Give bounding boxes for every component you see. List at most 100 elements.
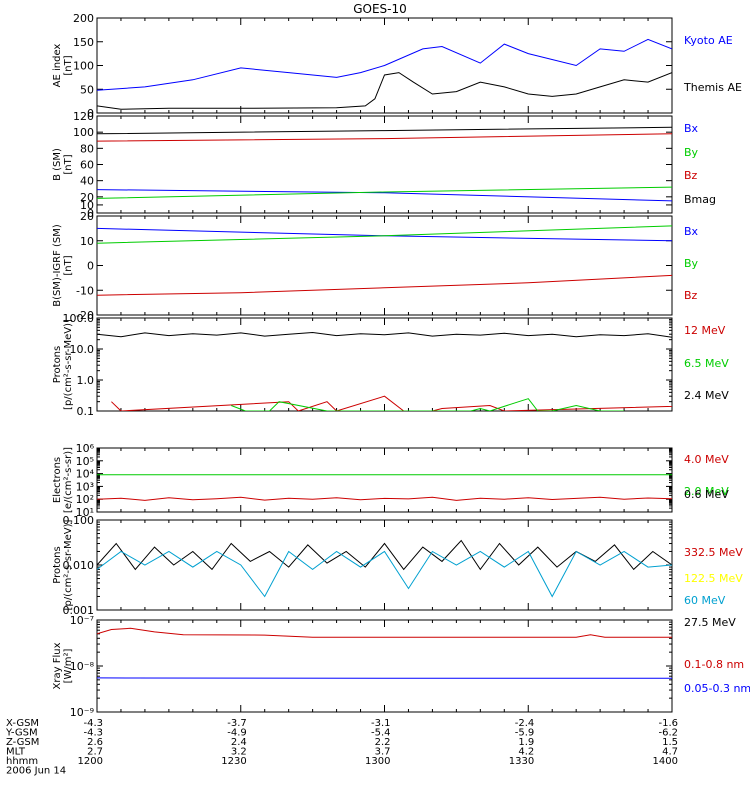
legend-label: 2.4 MeV: [684, 389, 729, 402]
x-axis-value: 1230: [221, 756, 246, 767]
y-axis-label-line: AE index: [52, 44, 63, 88]
x-axis-value: -4.3: [83, 718, 103, 729]
y-tick-label: 10: [80, 235, 94, 248]
series-line-27-5-mev: [97, 539, 672, 571]
x-axis-value: 1400: [653, 756, 678, 767]
legend-label: 0.05-0.3 nm: [684, 682, 750, 695]
panel-frame: [96, 619, 673, 713]
y-axis-label-line: [nT]: [63, 154, 74, 174]
legend-label: 332.5 MeV: [684, 546, 743, 559]
y-axis-label-line: [W/m²]: [63, 648, 74, 683]
legend-label: Bz: [684, 169, 698, 182]
series-group: [97, 448, 672, 501]
y-axis-label: Electrons[e/(cm²-s-sr)]: [52, 447, 74, 513]
y-tick-label: 10⁵: [76, 455, 94, 468]
x-axis-value: -5.4: [371, 728, 391, 739]
legend-label: 12 MeV: [684, 324, 726, 337]
x-axis-value: -1.6: [658, 718, 678, 729]
panel-frame: [96, 317, 673, 412]
series-line-60-mev: [97, 550, 672, 598]
y-axis-label-line: [e/(cm²-s-sr)]: [63, 447, 74, 513]
x-axis-value: 4.7: [662, 747, 678, 758]
y-tick-label: 1.0: [77, 374, 95, 387]
y-axis-label-line: B (SM): [52, 148, 63, 181]
y-tick-label: 100: [73, 126, 94, 139]
y-tick-label: 50: [80, 83, 94, 96]
y-tick-label: 80: [80, 142, 94, 155]
y-axis-label-line: Protons: [52, 346, 63, 383]
y-axis-label: B (SM)[nT]: [52, 148, 74, 181]
legend-label: By: [684, 257, 699, 270]
y-axis-label: Protons[p/(cm²-s-sr-MeV)]: [52, 319, 74, 410]
y-axis-label-line: [p/(cm²-s-sr-MeV)]: [63, 319, 74, 410]
y-axis-label: Protons[p/(cm²-s-sr-MeV)]: [52, 519, 74, 610]
series-line-themis-ae: [97, 72, 672, 110]
y-axis-label: B(SM)-IGRF (SM)[nT]: [52, 224, 74, 307]
legend-label: 60 MeV: [684, 594, 726, 607]
x-axis-value: 4.2: [518, 747, 534, 758]
series-line-bx: [97, 189, 672, 202]
legend-label: 6.5 MeV: [684, 357, 729, 370]
y-tick-label: 0: [87, 107, 94, 120]
x-axis-value: -3.1: [371, 718, 391, 729]
panel-bdiff: -20 -10 0 10 20 B(SM)-IGRF (SM)[nT] Bx By Bz: [52, 210, 699, 322]
series-line-by: [97, 186, 672, 199]
legend-label: 27.5 MeV: [684, 616, 736, 629]
y-tick-label: 10: [80, 199, 94, 212]
y-axis-label: AE index[nT]: [52, 44, 74, 88]
x-axis-value: 3.2: [231, 747, 247, 758]
y-tick-label: 10⁻⁹: [70, 706, 94, 719]
panel-ae: 0 50 100 150 200 AE index[nT] Kyoto AE Themis A…: [52, 12, 742, 120]
x-axis-value: 2.6: [87, 737, 103, 748]
y-tick-label: 20: [80, 210, 94, 223]
series-line-2-4-mev: [97, 331, 672, 338]
y-axis-label-line: Electrons: [52, 457, 63, 503]
x-axis-value: -6.2: [658, 728, 678, 739]
y-axis-label-line: [nT]: [63, 255, 74, 275]
y-tick-label: 0: [87, 260, 94, 273]
y-axis-label-line: Protons: [52, 546, 63, 583]
y-tick-label: 60: [80, 159, 94, 172]
y-tick-label: 10¹: [76, 506, 94, 519]
series-group: [97, 38, 672, 110]
x-axis-value: 2.2: [375, 737, 391, 748]
y-tick-label: 150: [73, 36, 94, 49]
x-axis-value: 1.5: [662, 737, 678, 748]
legend-label: 0.6 MeV: [684, 488, 729, 501]
x-axis-value: 1200: [78, 756, 103, 767]
y-tick-label: 120: [73, 110, 94, 123]
x-axis-value: -5.9: [515, 728, 535, 739]
legend-label: 2.0 MeV: [684, 485, 729, 498]
y-tick-label: 10⁻⁸: [70, 660, 95, 673]
legend-label: Themis AE: [683, 81, 742, 94]
panel-frame: [96, 519, 673, 611]
series-line-12-mev: [111, 395, 672, 411]
panel-electrons: 10¹10²10³10⁴10⁵10⁶Electrons[e/(cm²-s-sr)…: [52, 442, 729, 519]
panel-protons_hi: 0.0010.0100.100Protons[p/(cm²-s-sr-MeV)]…: [52, 514, 743, 629]
date-label: 2006 Jun 14: [6, 766, 66, 777]
series-line-0-1-0-8-nm: [97, 627, 672, 638]
legend-label: Bx: [684, 122, 699, 135]
panel-frame: [96, 447, 673, 513]
y-tick-label: -20: [76, 309, 94, 322]
x-axis-value: -2.4: [515, 718, 535, 729]
y-tick-label: 10.0: [70, 343, 95, 356]
legend-label: Bmag: [684, 193, 716, 206]
y-axis-label: Xray Flux[W/m²]: [52, 642, 74, 689]
x-axis-value: -4.3: [83, 728, 103, 739]
series-line-4-0-mev: [97, 496, 672, 501]
y-tick-label: 0.001: [63, 604, 95, 617]
series-line-bmag: [97, 126, 672, 135]
y-tick-label: 40: [80, 175, 94, 188]
y-tick-label: 10⁻⁷: [70, 614, 94, 627]
series-group: [97, 126, 672, 202]
x-axis-row-label: X-GSM: [6, 718, 39, 729]
x-axis-row-label: hhmm: [6, 756, 38, 767]
y-tick-label: 100: [73, 60, 94, 73]
x-axis-value: 1300: [365, 756, 390, 767]
series-group: [97, 627, 672, 679]
series-group: [97, 331, 672, 411]
y-tick-label: 0.100: [63, 514, 95, 527]
